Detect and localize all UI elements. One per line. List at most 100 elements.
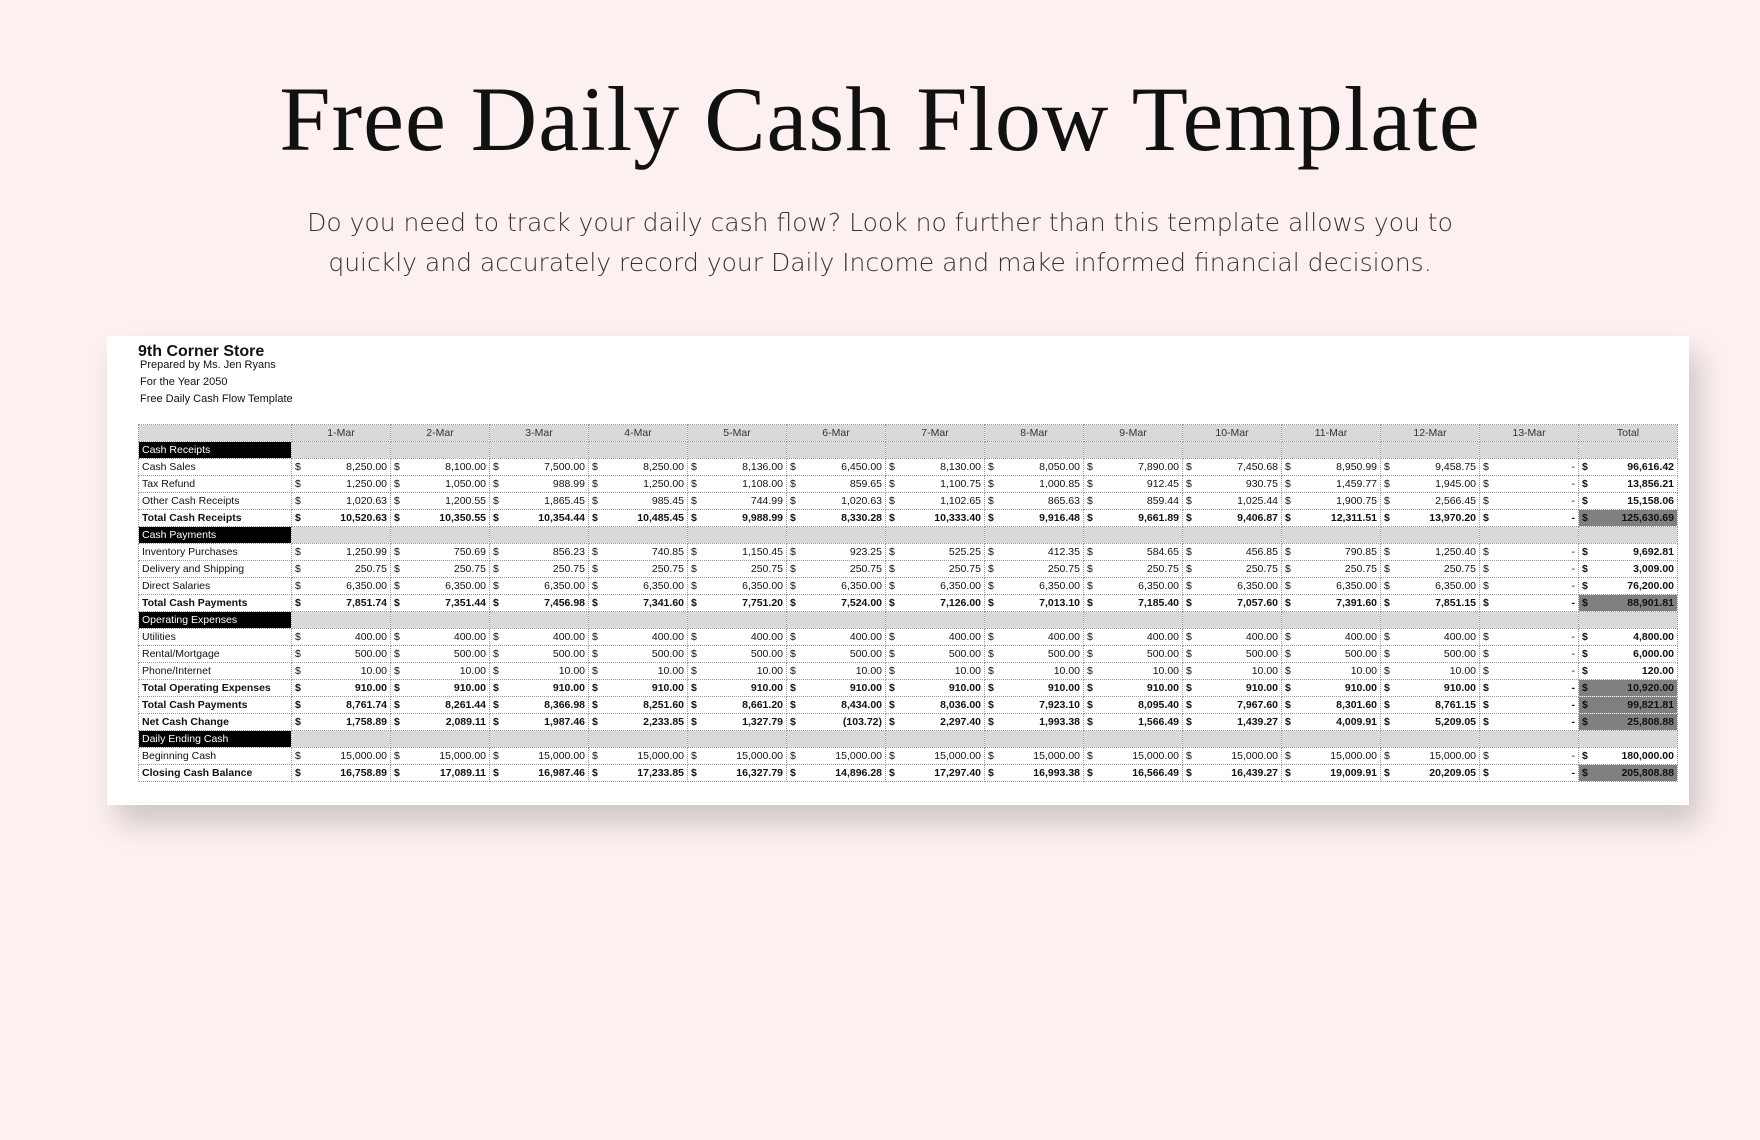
cell-value: 250.75 (1146, 563, 1179, 575)
column-header: 13-Mar (1479, 424, 1579, 442)
cell-value: 120.00 (1641, 665, 1674, 677)
currency-symbol: $ (1483, 665, 1489, 677)
cell-value: 8,100.00 (445, 461, 486, 473)
header-row: 1-Mar 2-Mar 3-Mar 4-Mar 5-Mar 6-Mar 7-Mar 8-Mar… (138, 424, 1678, 442)
cell-value: 15,000.00 (1231, 750, 1278, 762)
value-cell: $180,000.00 (1578, 747, 1678, 765)
currency-symbol: $ (1582, 716, 1588, 728)
value-cell: $400.00 (588, 628, 688, 646)
currency-symbol: $ (1384, 648, 1390, 660)
value-cell: $ (103.72) (786, 713, 886, 731)
value-cell: $ - (1479, 577, 1579, 595)
currency-symbol: $ (691, 767, 697, 779)
value-cell: $7,500.00 (489, 458, 589, 476)
cell-value: 8,250.00 (643, 461, 684, 473)
cell-value: 4,009.91 (1336, 716, 1377, 728)
cell-value: 6,350.00 (1237, 580, 1278, 592)
cell-value: - (1571, 563, 1576, 575)
currency-symbol: $ (691, 512, 697, 524)
currency-symbol: $ (691, 716, 697, 728)
value-cell: $1,566.49 (1083, 713, 1183, 731)
currency-symbol: $ (295, 767, 301, 779)
value-cell: $1,327.79 (687, 713, 787, 731)
cell-value: 740.85 (651, 546, 684, 558)
value-cell: $400.00 (984, 628, 1084, 646)
currency-symbol: $ (493, 495, 499, 507)
cell-value: 10.00 (657, 665, 684, 677)
currency-symbol: $ (889, 512, 895, 524)
data-row: Other Cash Receipts $1,020.63 $1,200.55 $1,… (138, 492, 1678, 510)
cell-value: 7,013.10 (1039, 597, 1080, 609)
currency-symbol: $ (1483, 699, 1489, 711)
value-cell: $859.44 (1083, 492, 1183, 510)
currency-symbol: $ (1483, 648, 1489, 660)
cell-value: 1,865.45 (544, 495, 585, 507)
currency-symbol: $ (1186, 597, 1192, 609)
cell-value: 250.75 (1047, 563, 1080, 575)
currency-symbol: $ (1483, 716, 1489, 728)
value-cell: $7,967.60 (1182, 696, 1282, 714)
value-cell: $910.00 (885, 679, 985, 697)
value-cell: $988.99 (489, 475, 589, 493)
value-cell: $744.99 (687, 492, 787, 510)
value-cell: $7,391.60 (1281, 594, 1381, 612)
cell-value: 19,009.91 (1330, 767, 1377, 779)
section-cell (984, 730, 1084, 748)
currency-symbol: $ (592, 563, 598, 575)
currency-symbol: $ (889, 495, 895, 507)
currency-symbol: $ (988, 648, 994, 660)
section-cell (687, 611, 787, 629)
currency-symbol: $ (592, 461, 598, 473)
currency-symbol: $ (1384, 682, 1390, 694)
value-cell: $10.00 (687, 662, 787, 680)
currency-symbol: $ (889, 461, 895, 473)
value-cell: $10.00 (885, 662, 985, 680)
cell-value: - (1571, 495, 1576, 507)
value-cell: $16,439.27 (1182, 764, 1282, 782)
value-cell: $1,865.45 (489, 492, 589, 510)
value-cell: $13,856.21 (1578, 475, 1678, 493)
cell-value: 856.23 (552, 546, 585, 558)
section-cell (984, 441, 1084, 459)
cell-value: 910.00 (750, 682, 783, 694)
currency-symbol: $ (394, 699, 400, 711)
value-cell: $6,450.00 (786, 458, 886, 476)
value-cell: $500.00 (390, 645, 490, 663)
cell-value: 17,089.11 (439, 767, 486, 779)
currency-symbol: $ (1582, 512, 1588, 524)
cell-value: 400.00 (453, 631, 486, 643)
cell-value: 400.00 (354, 631, 387, 643)
currency-symbol: $ (691, 648, 697, 660)
value-cell: $2,297.40 (885, 713, 985, 731)
value-cell: $10.00 (786, 662, 886, 680)
value-cell: $1,025.44 (1182, 492, 1282, 510)
value-cell: $6,000.00 (1578, 645, 1678, 663)
value-cell: $1,945.00 (1380, 475, 1480, 493)
value-cell: $ - (1479, 645, 1579, 663)
currency-symbol: $ (691, 461, 697, 473)
currency-symbol: $ (1483, 495, 1489, 507)
currency-symbol: $ (790, 495, 796, 507)
value-cell: $1,050.00 (390, 475, 490, 493)
cell-value: 9,988.99 (742, 512, 783, 524)
currency-symbol: $ (394, 512, 400, 524)
column-header: 11-Mar (1281, 424, 1381, 442)
cell-value: 6,350.00 (1336, 580, 1377, 592)
currency-symbol: $ (1285, 699, 1291, 711)
currency-symbol: $ (1582, 665, 1588, 677)
currency-symbol: $ (889, 682, 895, 694)
data-row: Total Cash Receipts $10,520.63 $10,350.55 $… (138, 509, 1678, 527)
currency-symbol: $ (1285, 648, 1291, 660)
currency-symbol: $ (1087, 767, 1093, 779)
value-cell: $1,250.40 (1380, 543, 1480, 561)
value-cell: $ - (1479, 475, 1579, 493)
cell-value: 9,692.81 (1633, 546, 1674, 558)
value-cell: $500.00 (786, 645, 886, 663)
value-cell: $400.00 (1182, 628, 1282, 646)
value-cell: $1,900.75 (1281, 492, 1381, 510)
currency-symbol: $ (691, 563, 697, 575)
value-cell: $15,000.00 (885, 747, 985, 765)
value-cell: $9,988.99 (687, 509, 787, 527)
currency-symbol: $ (1285, 512, 1291, 524)
cell-value: 912.45 (1146, 478, 1179, 490)
